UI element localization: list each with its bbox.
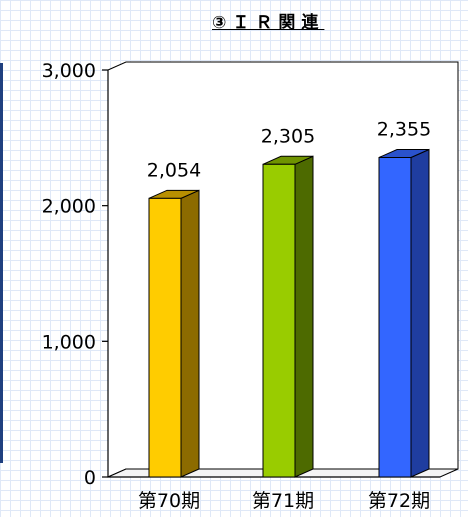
y-tick-label: 2,000 <box>42 196 96 218</box>
bar <box>262 155 314 478</box>
bar-front <box>148 197 182 478</box>
data-label: 2,355 <box>377 119 431 141</box>
x-axis: 第70期 第71期 第72期 <box>138 490 430 512</box>
data-label: 2,305 <box>261 125 315 147</box>
x-tick-label: 第72期 <box>368 490 430 512</box>
x-tick-label: 第70期 <box>138 490 200 512</box>
bar-front <box>262 163 296 478</box>
x-tick-label: 第71期 <box>252 490 314 512</box>
bar <box>378 148 430 478</box>
data-labels: 2,054 2,305 2,355 <box>147 119 431 182</box>
data-label: 2,054 <box>147 159 201 181</box>
bar-side <box>294 155 314 478</box>
bar-side <box>410 148 430 478</box>
bar-side <box>180 189 200 478</box>
bar-series <box>148 148 430 478</box>
y-tick-label: 1,000 <box>42 331 96 353</box>
left-accent-rule <box>0 63 3 463</box>
page-title: ③ＩＲ関連 <box>212 13 325 33</box>
y-tick-label: 3,000 <box>42 60 96 82</box>
bar <box>148 189 200 478</box>
y-tick-label: 0 <box>84 467 96 489</box>
bar-front <box>378 157 412 478</box>
